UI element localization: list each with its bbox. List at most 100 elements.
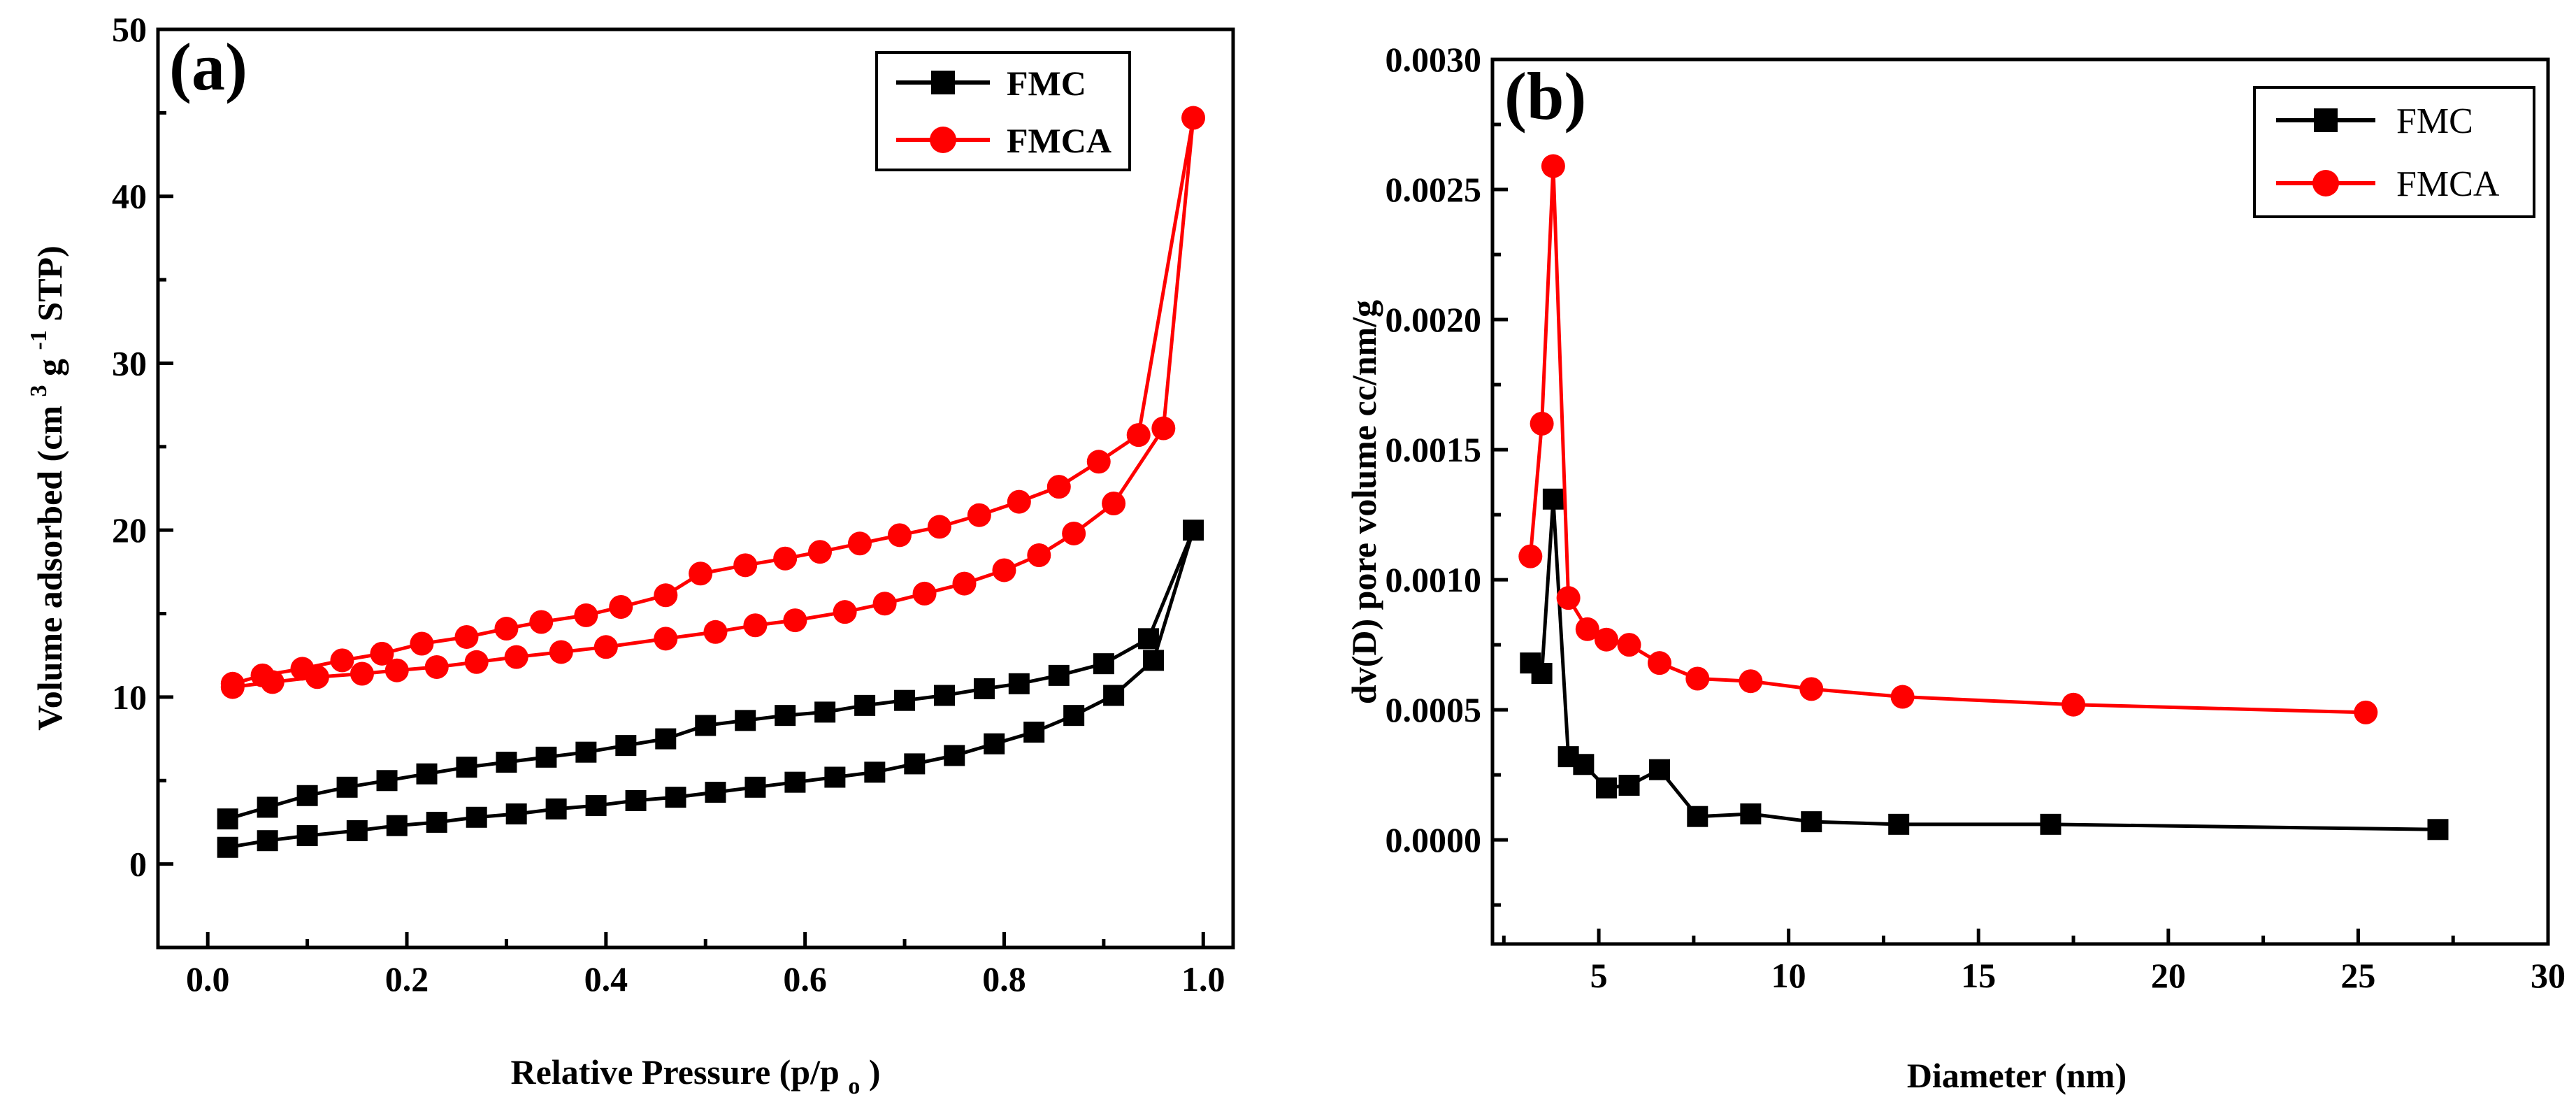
- data-point-fmc: [744, 776, 766, 798]
- data-point-fmc: [1687, 806, 1708, 827]
- data-point-fmca: [609, 594, 633, 619]
- data-point-fmca: [808, 540, 833, 564]
- data-point-fmca: [454, 624, 479, 649]
- data-point-fmc: [1801, 811, 1822, 833]
- data-point-fmca: [1617, 633, 1641, 657]
- y-tick-label: 0.0000: [1386, 820, 1482, 859]
- data-point-fmca: [1062, 521, 1086, 545]
- data-point-fmca: [1126, 423, 1151, 448]
- data-point-fmca: [992, 558, 1016, 582]
- data-point-fmc: [1008, 673, 1030, 694]
- y-tick-label: 0.0020: [1386, 300, 1482, 339]
- data-point-fmc: [1093, 653, 1114, 675]
- legend-box-a: [875, 51, 1131, 171]
- data-point-fmc: [655, 728, 677, 750]
- data-point-fmc: [824, 766, 846, 788]
- data-point-fmc: [984, 733, 1005, 754]
- data-point-fmc: [1063, 705, 1085, 727]
- data-point-fmc: [416, 763, 438, 785]
- x-tick-label: 0.2: [385, 959, 429, 999]
- data-point-fmca: [847, 531, 872, 556]
- data-point-fmc: [814, 701, 836, 723]
- data-point-fmca: [1739, 669, 1763, 694]
- y-tick-label: 50: [112, 10, 147, 49]
- data-point-fmca: [703, 620, 728, 644]
- x-tick-label: 15: [1961, 956, 1996, 995]
- x-tick-label: 5: [1590, 956, 1608, 995]
- legend-marker-fmca-b: [2312, 170, 2339, 196]
- y-tick-label: 0.0010: [1386, 560, 1482, 599]
- data-point-fmc: [784, 771, 806, 793]
- data-point-fmca: [290, 657, 315, 681]
- data-point-fmca: [783, 608, 807, 633]
- data-point-fmca: [1647, 651, 1671, 675]
- data-point-fmca: [887, 523, 912, 548]
- data-point-fmc: [535, 746, 557, 768]
- data-point-fmc: [615, 735, 637, 757]
- x-tick-label: 0.8: [982, 959, 1026, 999]
- data-point-fmc: [665, 787, 686, 808]
- data-point-fmca: [1530, 411, 1554, 436]
- data-point-fmca: [220, 671, 245, 696]
- data-point-fmc: [775, 705, 796, 727]
- data-point-fmca: [1556, 586, 1581, 610]
- x-ticks-b: 5 10 15 20 25 30: [1502, 929, 2566, 995]
- y-tick-label: 20: [112, 510, 147, 550]
- data-point-fmca: [529, 610, 554, 634]
- y-axis-title-b: dv(D) pore volume cc/nm/g: [1344, 300, 1383, 704]
- data-point-fmca: [689, 561, 713, 586]
- series-line-fmc: [1529, 497, 2438, 831]
- y-tick-label: 0.0025: [1386, 170, 1482, 209]
- data-point-fmc: [625, 789, 647, 811]
- series-b: [1518, 154, 2449, 840]
- data-point-fmc: [735, 710, 756, 731]
- legend-label-fmc-a: FMC: [1007, 64, 1086, 103]
- y-tick-label: 40: [112, 177, 147, 216]
- x-tick-label: 10: [1771, 956, 1806, 995]
- y-tick-label: 10: [112, 678, 147, 717]
- data-point-fmca: [574, 603, 598, 627]
- panel-a: 0 10 20 30 40 50 0.0 0.2 0.4 0.6 0.8 1.0 (a) FMC F…: [15, 10, 1235, 1101]
- data-point-fmc: [456, 757, 477, 778]
- data-point-fmc: [1542, 488, 1564, 510]
- data-point-fmca: [350, 661, 374, 686]
- data-point-fmca: [773, 546, 798, 571]
- data-point-fmca: [654, 583, 678, 608]
- data-point-fmc: [1888, 813, 1910, 835]
- data-point-fmc: [585, 795, 607, 817]
- legend-marker-fmca-a: [930, 127, 956, 153]
- data-point-fmc: [2040, 813, 2061, 835]
- y-ticks-b: 0.0000 0.0005 0.0010 0.0015 0.0020 0.0025 0.00…: [1386, 40, 1508, 907]
- y-axis-title-a: Volume adsorbed (cm 3 g -1 STP): [15, 245, 69, 731]
- data-point-fmca: [1046, 475, 1071, 499]
- data-point-fmc: [466, 806, 487, 828]
- data-point-fmc: [1531, 663, 1553, 685]
- data-point-fmc: [944, 745, 965, 766]
- data-point-fmc: [1103, 685, 1125, 706]
- data-point-fmc: [1573, 754, 1595, 775]
- data-point-fmca: [464, 650, 489, 674]
- data-point-fmc: [2427, 819, 2449, 840]
- data-point-fmc: [496, 752, 517, 773]
- data-point-fmc: [1648, 759, 1670, 780]
- data-point-fmca: [733, 553, 758, 578]
- data-point-fmc: [1143, 650, 1165, 671]
- x-tick-label: 1.0: [1181, 959, 1225, 999]
- y-ticks-a: 0 10 20 30 40 50: [112, 10, 173, 950]
- legend-box-b: [2253, 86, 2535, 218]
- x-axis-title-a: Relative Pressure (p/p o ): [511, 1052, 881, 1101]
- data-point-fmca: [330, 648, 354, 673]
- data-point-fmca: [1027, 543, 1051, 567]
- data-point-fmca: [952, 571, 977, 596]
- data-point-fmca: [1007, 489, 1031, 514]
- legend-b: FMC FMCA: [2253, 86, 2535, 218]
- data-point-fmc: [894, 689, 916, 711]
- data-point-fmca: [1181, 106, 1206, 130]
- data-point-fmc: [1740, 803, 1762, 824]
- data-point-fmc: [1618, 775, 1640, 796]
- data-point-fmca: [1518, 544, 1543, 568]
- data-point-fmc: [695, 715, 717, 736]
- plot-frame-a: [156, 27, 1235, 950]
- data-point-fmca: [872, 592, 897, 616]
